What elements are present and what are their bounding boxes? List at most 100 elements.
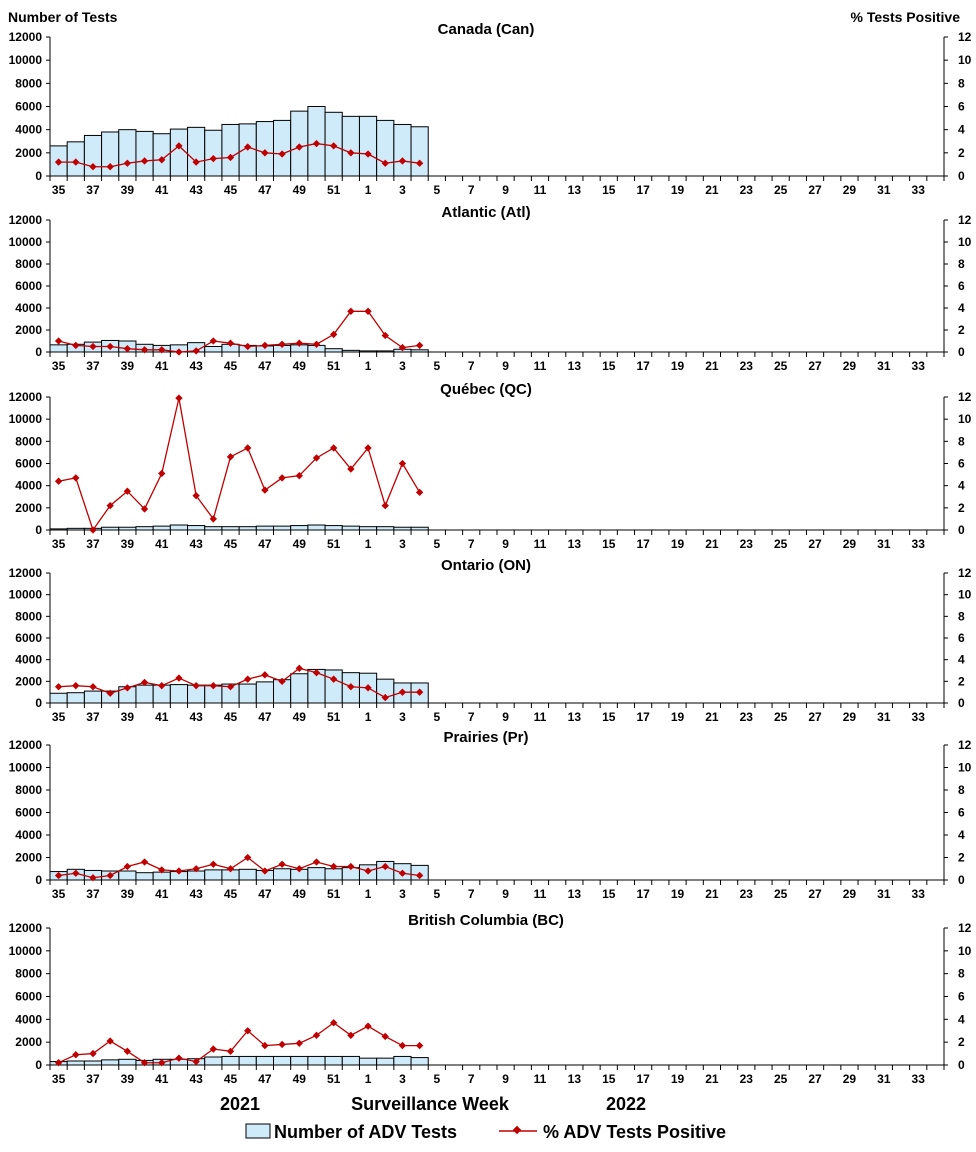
bar-week-42 (169, 524, 189, 531)
x-tick-label: 3 (399, 887, 406, 901)
x-tick-label: 11 (534, 1072, 547, 1086)
right-tick-label: 10 (958, 588, 972, 602)
bar-week-36 (66, 692, 85, 704)
positive-point-week-52 (347, 683, 355, 691)
left-tick-label: 6000 (15, 806, 42, 820)
positive-point-week-47 (261, 867, 269, 875)
positive-point-week-3 (398, 459, 407, 468)
x-tick-label: 29 (843, 1072, 857, 1086)
left-tick-label: 0 (35, 696, 42, 710)
positive-point-week-37 (89, 1049, 97, 1058)
x-tick-label: 23 (740, 1072, 754, 1086)
positive-line (58, 856, 420, 879)
positive-point-week-4 (415, 1041, 424, 1050)
positive-point-week-45 (226, 865, 235, 873)
x-tick-label: 35 (52, 887, 66, 901)
positive-point-week-2 (381, 501, 389, 510)
positive-point-week-39 (123, 862, 132, 871)
right-tick-label: 0 (958, 345, 965, 359)
right-tick-label: 2 (958, 146, 965, 160)
right-tick-label: 10 (958, 761, 972, 775)
bar-week-51 (324, 1055, 343, 1066)
bar-week-4 (410, 1057, 429, 1066)
x-tick-label: 33 (912, 183, 926, 197)
positive-point-week-35 (54, 337, 63, 345)
positive-point-week-41 (158, 469, 166, 478)
right-tick-label: 8 (958, 257, 965, 271)
left-tick-label: 0 (35, 523, 42, 537)
x-tick-label: 35 (52, 359, 66, 373)
positive-point-week-40 (140, 157, 149, 165)
panel-title: Québec (QC) (440, 381, 532, 398)
x-tick-label: 3 (399, 1072, 406, 1086)
bar-week-46 (238, 1055, 257, 1066)
x-tick-label: 31 (877, 359, 891, 373)
positive-point-week-42 (175, 348, 183, 356)
bar-week-52 (341, 1055, 360, 1066)
x-tick-label: 51 (327, 359, 341, 373)
right-tick-label: 8 (958, 76, 965, 90)
bar-week-49 (290, 673, 309, 704)
bar-week-48 (273, 119, 292, 177)
x-tick-label: 25 (774, 183, 788, 197)
positive-point-week-1 (364, 867, 372, 875)
positive-point-week-48 (278, 474, 286, 482)
right-tick-label: 0 (958, 1058, 965, 1072)
x-tick-label: 39 (121, 183, 135, 197)
bar-week-46 (238, 683, 257, 704)
panel-1: Canada (Can) 0 2000 4000 6000 8000 10000 12000 0… (9, 21, 972, 197)
x-tick-label: 21 (705, 537, 719, 551)
positive-point-week-47 (261, 486, 269, 494)
left-tick-label: 6000 (15, 457, 42, 471)
x-axis-title: Surveillance Week (351, 1094, 510, 1114)
x-tick-label: 27 (808, 183, 822, 197)
x-tick-label: 15 (602, 183, 616, 197)
positive-point-week-37 (89, 683, 97, 691)
bar-week-47 (255, 121, 274, 177)
positive-point-week-46 (244, 444, 252, 452)
right-tick-label: 0 (958, 523, 965, 537)
x-tick-label: 1 (365, 183, 372, 197)
left-tick-label: 4000 (15, 479, 42, 493)
x-tick-label: 7 (468, 887, 475, 901)
x-tick-label: 7 (468, 710, 475, 724)
x-tick-label: 47 (258, 887, 272, 901)
x-tick-label: 41 (155, 537, 169, 551)
x-tick-label: 27 (808, 887, 822, 901)
right-tick-label: 6 (958, 631, 965, 645)
positive-point-week-51 (329, 1019, 338, 1027)
x-tick-label: 43 (189, 710, 203, 724)
x-tick-label: 39 (121, 359, 135, 373)
right-tick-label: 10 (958, 53, 972, 67)
positive-point-week-45 (226, 339, 235, 347)
legend-bar-swatch (245, 1123, 271, 1139)
bar-week-40 (135, 130, 154, 177)
panel-3: Québec (QC) 0 2000 4000 6000 8000 10000 12000 0 2… (9, 381, 972, 551)
x-tick-label: 1 (365, 887, 372, 901)
positive-point-week-40 (140, 678, 149, 687)
x-tick-label: 25 (774, 1072, 788, 1086)
x-tick-label: 27 (808, 359, 822, 373)
x-tick-label: 19 (671, 537, 685, 551)
positive-point-week-49 (295, 339, 303, 347)
right-tick-label: 2 (958, 1035, 965, 1049)
positive-point-week-3 (398, 688, 407, 696)
left-tick-label: 8000 (15, 434, 42, 448)
right-tick-label: 12 (958, 738, 972, 752)
x-tick-label: 27 (808, 1072, 822, 1086)
x-tick-label: 35 (52, 183, 66, 197)
positive-point-week-50 (312, 454, 321, 462)
left-tick-label: 2000 (15, 501, 42, 515)
left-tick-label: 12000 (9, 30, 43, 44)
x-tick-label: 45 (224, 710, 238, 724)
positive-point-week-51 (329, 675, 338, 683)
positive-point-week-39 (123, 1047, 132, 1055)
legend-line-marker (512, 1125, 522, 1135)
left-tick-label: 6000 (15, 631, 42, 645)
positive-point-week-42 (175, 394, 183, 402)
positive-point-week-50 (312, 858, 321, 866)
positive-point-week-43 (192, 491, 200, 500)
x-tick-label: 17 (636, 359, 650, 373)
positive-point-week-52 (347, 307, 355, 315)
x-tick-label: 3 (399, 537, 406, 551)
